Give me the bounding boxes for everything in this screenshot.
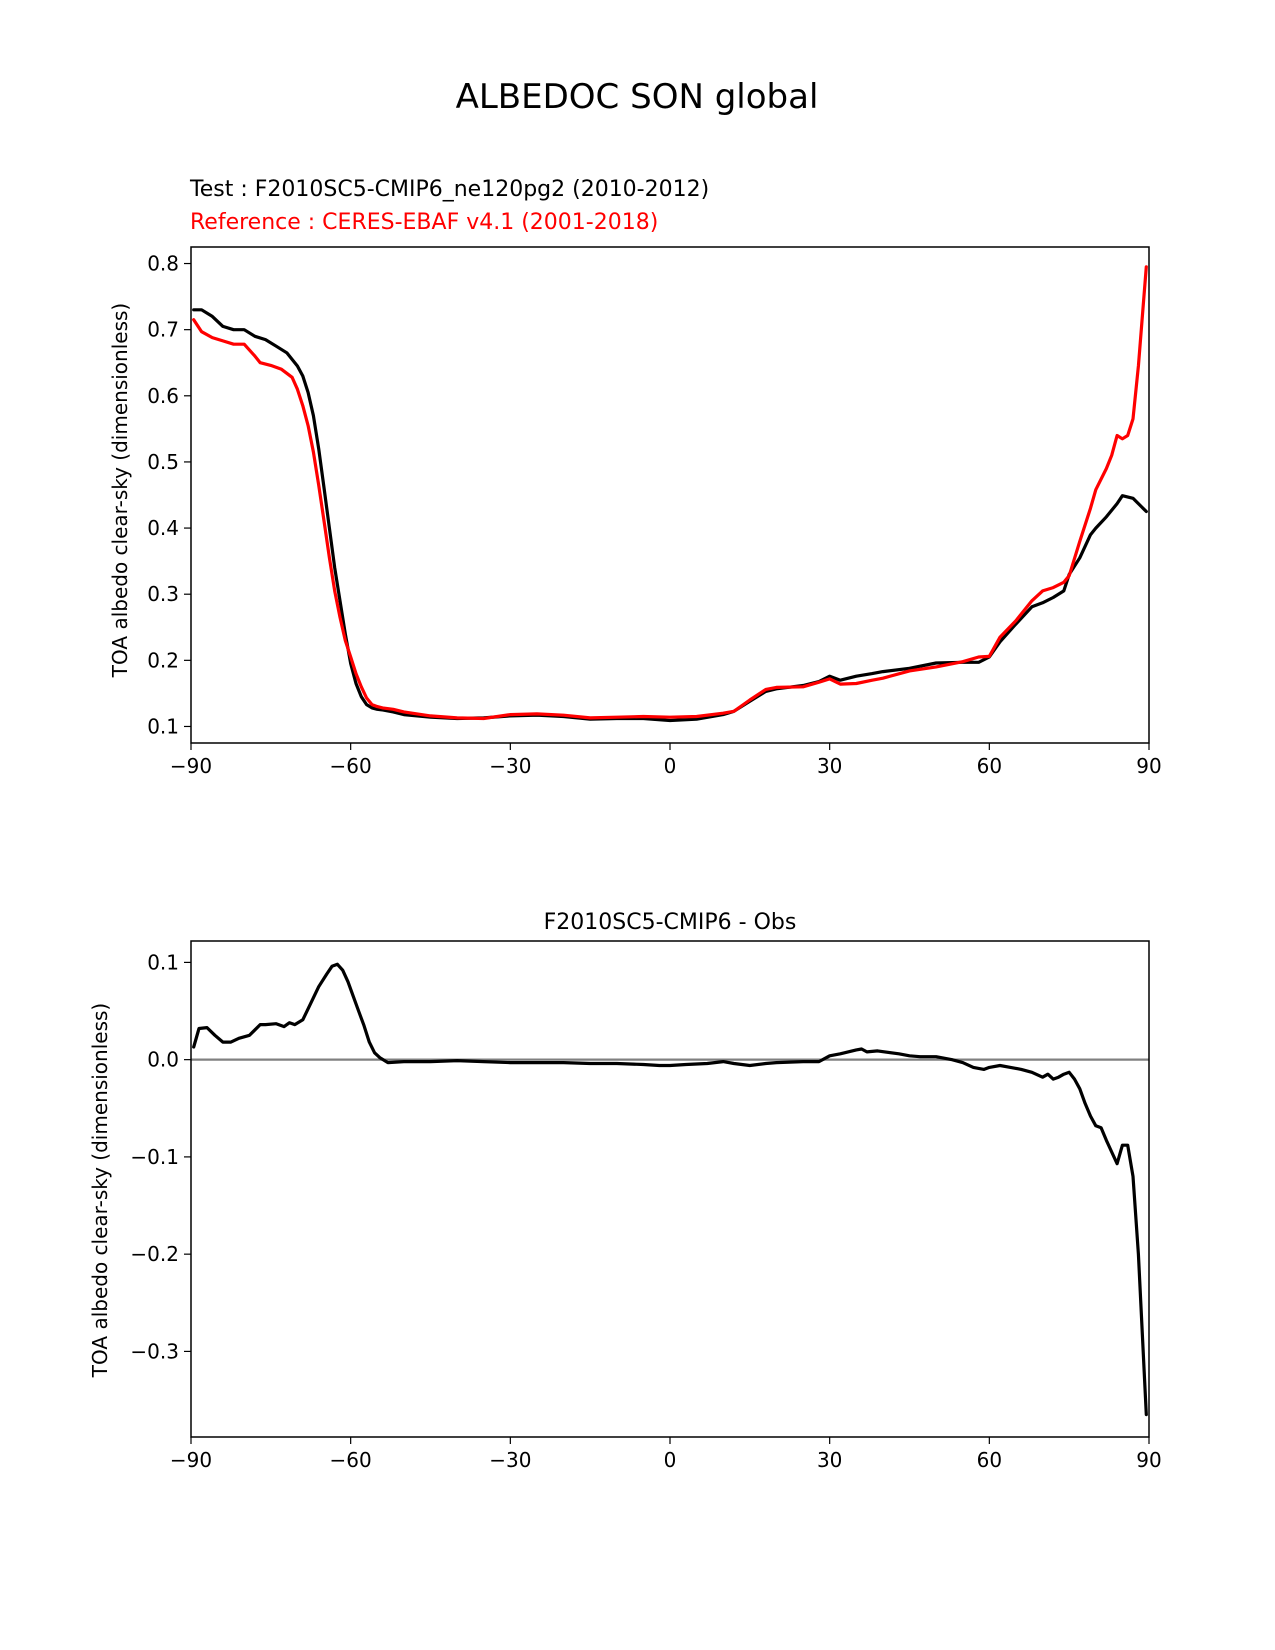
top-panel-plot-area: [192, 265, 1148, 723]
bottom-panel-y-tick-label: −0.3: [130, 1339, 179, 1363]
bottom-panel-x-tick-label: 60: [977, 1448, 1002, 1472]
bottom-panel-y-tick-label: −0.1: [130, 1145, 179, 1169]
bottom-panel: F2010SC5-CMIP6 - Obs TOA albedo clear-sk…: [88, 910, 1162, 1472]
top-panel-test-title: Test : F2010SC5-CMIP6_ne120pg2 (2010-201…: [189, 177, 709, 202]
bottom-panel-x-tick-label: 0: [664, 1448, 677, 1472]
bottom-panel-frame: [190, 940, 1150, 1438]
top-panel-x-tick-label: −30: [489, 754, 531, 778]
top-panel-y-tick-label: 0.7: [147, 318, 179, 342]
top-panel-y-tick-label: 0.4: [147, 516, 179, 540]
figure-suptitle: ALBEDOC SON global: [456, 77, 819, 117]
top-panel-x-tick-label: 0: [664, 754, 677, 778]
top-panel-x-tick-label: 60: [977, 754, 1002, 778]
top-panel-y-tick-label: 0.3: [147, 582, 179, 606]
bottom-panel-y-axis-label: TOA albedo clear-sky (dimensionless): [88, 1003, 112, 1378]
bottom-panel-title: F2010SC5-CMIP6 - Obs: [544, 910, 797, 935]
top-panel-frame: [190, 246, 1150, 744]
top-panel-x-tick-label: 90: [1136, 754, 1161, 778]
bottom-panel-y-tick-label: 0.1: [147, 950, 179, 974]
top-panel-reference-line: [192, 265, 1148, 721]
bottom-panel-x-tick-label: −30: [489, 1448, 531, 1472]
top-panel-reference-title: Reference : CERES-EBAF v4.1 (2001-2018): [190, 210, 658, 235]
bottom-panel-x-tick-label: −90: [170, 1448, 212, 1472]
bottom-panel-plot-area: [191, 962, 1149, 1417]
top-panel-x-tick-label: −60: [330, 754, 372, 778]
top-panel: Test : F2010SC5-CMIP6_ne120pg2 (2010-201…: [108, 177, 1162, 778]
top-panel-x-tick-label: −90: [170, 754, 212, 778]
top-panel-y-tick-label: 0.6: [147, 384, 179, 408]
top-panel-y-tick-label: 0.8: [147, 252, 179, 276]
top-panel-y-tick-label: 0.1: [147, 714, 179, 738]
bottom-panel-y-tick-label: −0.2: [130, 1242, 179, 1266]
bottom-panel-test-line: [192, 962, 1148, 1417]
bottom-panel-x-tick-label: 90: [1136, 1448, 1161, 1472]
top-panel-y-tick-label: 0.5: [147, 450, 179, 474]
top-panel-y-axis-label: TOA albedo clear-sky (dimensionless): [108, 303, 132, 678]
top-panel-ticks: −90 −60 −30 0 30 60 90 0.1 0.2 0.3 0.4 0.5 0.6 0.7 0.8: [147, 252, 1162, 778]
bottom-panel-x-tick-label: −60: [330, 1448, 372, 1472]
bottom-panel-ticks: −90 −60 −30 0 30 60 90 −0.3 −0.2 −0.1 0.0 0.1: [130, 950, 1161, 1472]
top-panel-x-tick-label: 30: [817, 754, 842, 778]
top-panel-y-tick-label: 0.2: [147, 648, 179, 672]
bottom-panel-y-tick-label: 0.0: [147, 1048, 179, 1072]
bottom-panel-x-tick-label: 30: [817, 1448, 842, 1472]
